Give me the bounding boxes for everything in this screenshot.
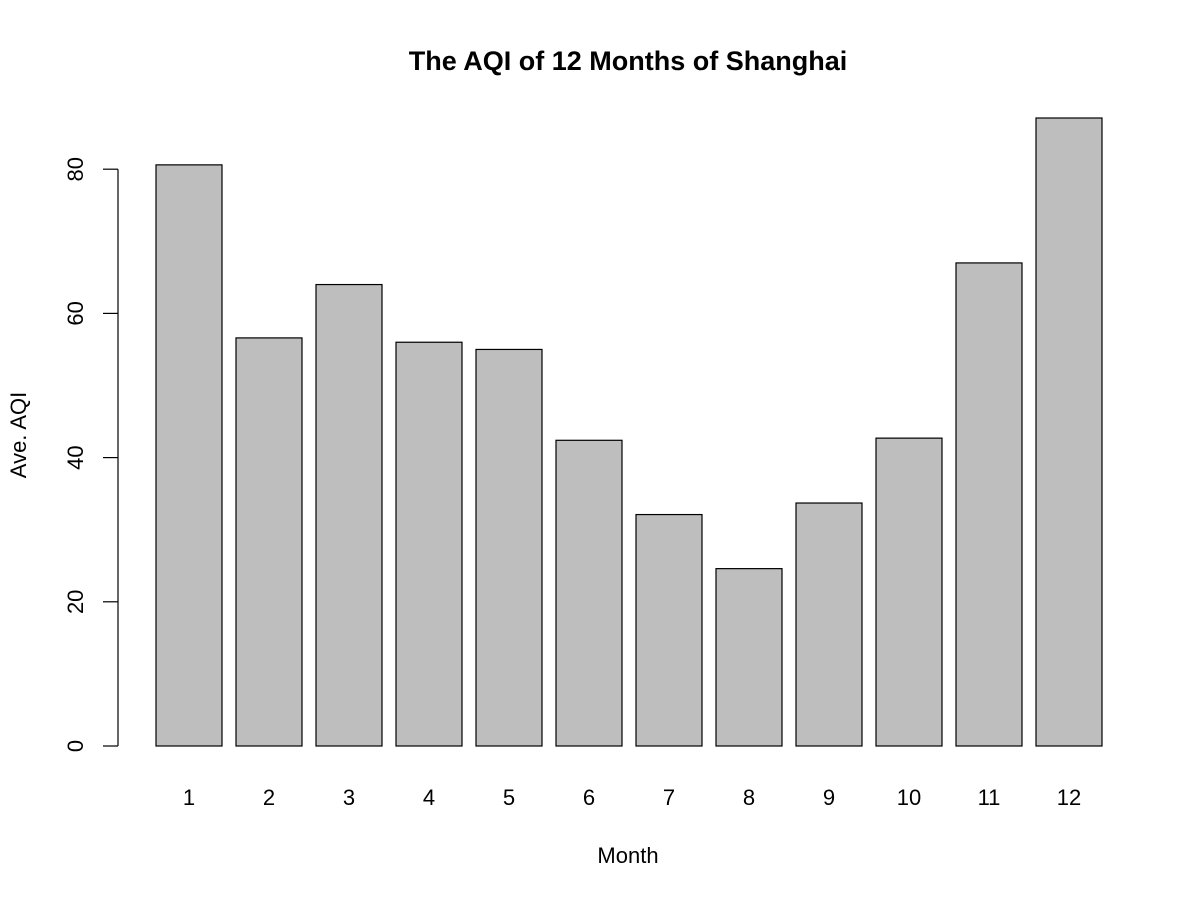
bar-month-3: [315, 283, 383, 747]
x-tick-label: 11: [978, 785, 1001, 810]
y-tick-label: 60: [63, 301, 88, 325]
x-tick-label: 3: [343, 785, 355, 810]
x-tick-label: 12: [1057, 785, 1081, 810]
chart-title: The AQI of 12 Months of Shanghai: [409, 46, 848, 76]
x-tick-label: 5: [503, 785, 515, 810]
bar-month-7: [635, 513, 703, 747]
y-tick-label: 40: [63, 445, 88, 469]
x-tick-label: 10: [897, 785, 921, 810]
x-tick-label: 9: [823, 785, 835, 810]
y-axis-label: Ave. AQI: [6, 392, 31, 478]
x-tick-label: 6: [583, 785, 595, 810]
bar-month-10: [875, 437, 943, 747]
bar-month-2: [235, 337, 303, 747]
bar-month-8: [715, 568, 783, 747]
x-tick-label: 8: [743, 785, 755, 810]
x-tick-labels: 1 2 3 4 5 6 7 8 9 10 11 12: [183, 785, 1081, 810]
y-tick-label: 80: [63, 157, 88, 181]
bar-month-9: [795, 502, 863, 747]
bar-month-6: [555, 439, 623, 747]
bar-month-1: [155, 164, 223, 747]
x-axis-label: Month: [597, 843, 658, 868]
x-tick-label: 7: [663, 785, 675, 810]
y-tick-label: 0: [63, 740, 88, 752]
y-tick-label: 20: [63, 590, 88, 614]
bar-month-12: [1035, 117, 1103, 747]
bar-month-4: [395, 341, 463, 747]
y-axis: 0 20 40 60 80: [63, 157, 119, 752]
bars-group: [155, 117, 1103, 747]
bar-month-11: [955, 262, 1023, 747]
x-tick-label: 2: [263, 785, 275, 810]
bar-month-5: [475, 348, 543, 747]
x-tick-label: 4: [423, 785, 435, 810]
x-tick-label: 1: [183, 785, 195, 810]
